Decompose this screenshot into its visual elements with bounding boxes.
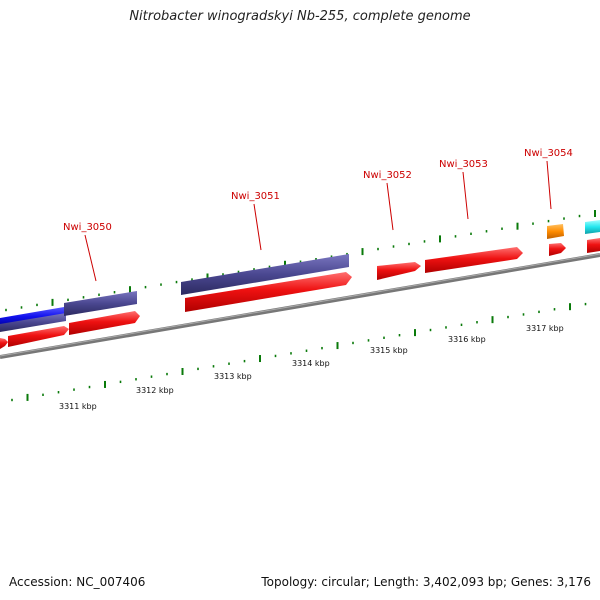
gene-label: Nwi_3054 (524, 148, 573, 159)
orange-feature (547, 224, 564, 239)
gene-arrow (377, 262, 421, 280)
purple-feature (64, 291, 137, 316)
genome-backbone-highlight (0, 253, 600, 357)
purple-feature (0, 313, 66, 332)
gene-arrow (549, 243, 566, 256)
gene-arrow (69, 311, 140, 335)
gene-label: Nwi_3052 (363, 170, 412, 181)
map-title: Nitrobacter winogradskyi Nb-255, complet… (129, 9, 471, 24)
scale-label: 3316 kbp (448, 335, 486, 344)
label-leader-line (546, 160, 552, 210)
scale-label: 3311 kbp (59, 402, 97, 411)
scale-label: 3312 kbp (136, 386, 174, 395)
label-leader-line (253, 203, 262, 251)
scale-label: 3315 kbp (370, 346, 408, 355)
cyan-feature (585, 220, 600, 234)
accession-text: Accession: NC_007406 (9, 575, 146, 589)
gene-label: Nwi_3050 (63, 222, 112, 233)
label-leader-line (462, 171, 469, 220)
purple-feature (181, 254, 349, 295)
genome-summary-text: Topology: circular; Length: 3,402,093 bp… (261, 575, 591, 589)
gene-arrow (8, 326, 69, 347)
label-leader-line (84, 234, 97, 282)
gene-arrow (425, 247, 523, 273)
scale-label: 3317 kbp (526, 324, 564, 333)
gene-arrow (185, 272, 352, 312)
genome-backbone (0, 253, 600, 359)
gene-label: Nwi_3053 (439, 159, 488, 170)
scale-label: 3314 kbp (292, 359, 330, 368)
gene-arrow (587, 238, 600, 253)
blue-feature (0, 307, 64, 326)
scale-label: 3313 kbp (214, 372, 252, 381)
gene-arrow (0, 338, 8, 349)
gene-label: Nwi_3051 (231, 191, 280, 202)
lower-tick-row (11, 302, 587, 402)
label-leader-line (386, 182, 394, 231)
